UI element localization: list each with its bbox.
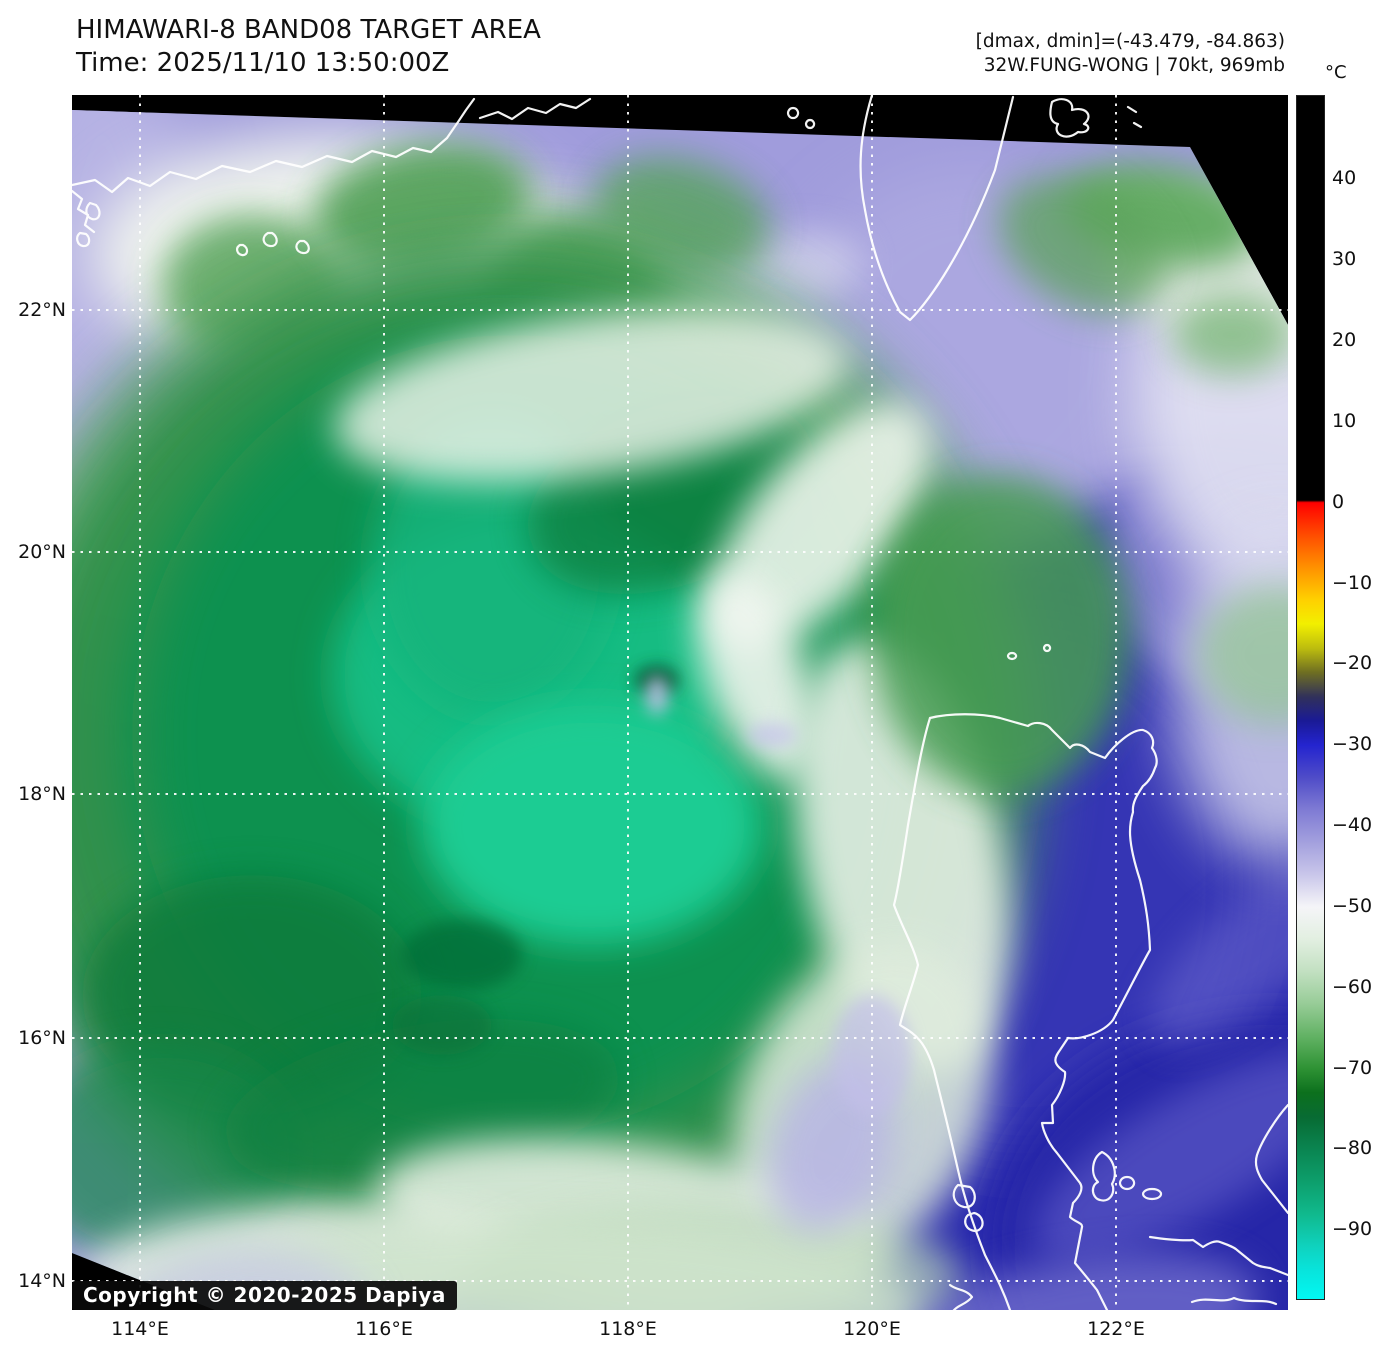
colorbar-unit-label: °C — [1325, 62, 1347, 83]
lat-label-20N: 20°N — [18, 541, 66, 563]
colorbar-tick-10: 10 — [1332, 409, 1357, 432]
colorbar-tick--40: −40 — [1332, 814, 1373, 837]
figure-title: HIMAWARI-8 BAND08 TARGET AREA Time: 2025/… — [76, 14, 541, 80]
lat-label-18N: 18°N — [18, 783, 66, 805]
colorbar-tick-0: 0 — [1332, 490, 1345, 513]
se-luzon-coastline — [1148, 1235, 1288, 1277]
copyright-badge: Copyright © 2020-2025 Dapiya — [72, 1281, 457, 1310]
small-islands-east — [1118, 1175, 1163, 1201]
colorbar-tick--20: −20 — [1332, 652, 1373, 675]
lat-label-14N: 14°N — [18, 1270, 66, 1292]
babuyan-islands — [1006, 643, 1052, 661]
dmax-dmin-readout: [dmax, dmin]=(-43.479, -84.863) — [975, 31, 1285, 52]
colorbar-tick--70: −70 — [1332, 1056, 1373, 1079]
colorbar-gradient — [1297, 96, 1324, 1299]
zambales-islets — [952, 1183, 984, 1233]
luzon-north-east-coastline — [928, 713, 1158, 1310]
graticule — [72, 95, 1288, 1310]
catanduanes-coast — [1254, 1103, 1288, 1215]
colorbar-tick-30: 30 — [1332, 248, 1357, 271]
storm-id-intensity: 32W.FUNG-WONG | 70kt, 969mb — [983, 55, 1285, 76]
storm-metadata: [dmax, dmin]=(-43.479, -84.863) 32W.FUNG-… — [976, 30, 1285, 78]
colorbar-tick--30: −30 — [1332, 733, 1373, 756]
china-coastline-ne — [478, 97, 592, 121]
lat-label-22N: 22°N — [18, 299, 66, 321]
colorbar-tick--80: −80 — [1332, 1137, 1373, 1160]
polillo-island — [1091, 1150, 1116, 1202]
penghu-islands — [786, 106, 816, 130]
colorbar-tick--90: −90 — [1332, 1218, 1373, 1241]
lon-label-118E: 118°E — [599, 1318, 657, 1340]
ne-taiwan-islets — [1049, 98, 1143, 138]
lon-label-120E: 120°E — [843, 1318, 901, 1340]
luzon-west-coastline — [892, 716, 1012, 1310]
china-coastline — [72, 97, 476, 194]
colorbar-tick--60: −60 — [1332, 975, 1373, 998]
manila-bay-coast — [948, 1283, 974, 1310]
lon-label-116E: 116°E — [355, 1318, 413, 1340]
temperature-colorbar — [1296, 95, 1325, 1300]
brightness-temperature-field — [72, 110, 1288, 1310]
hongkong-islands — [236, 231, 310, 257]
taiwan-coastline — [859, 95, 1015, 322]
lon-label-114E: 114°E — [111, 1318, 169, 1340]
colorbar-tick-40: 40 — [1332, 167, 1357, 190]
title-line1: HIMAWARI-8 BAND08 TARGET AREA — [76, 15, 541, 45]
lon-label-122E: 122°E — [1087, 1318, 1145, 1340]
colorbar-tick--50: −50 — [1332, 894, 1373, 917]
title-line2: Time: 2025/11/10 13:50:00Z — [76, 48, 450, 78]
coastlines — [72, 95, 1288, 1310]
colorbar-tick--10: −10 — [1332, 571, 1373, 594]
pearl-delta-islands — [72, 189, 101, 248]
satellite-imagery — [72, 95, 1288, 1310]
bicol-coast-fragment — [1190, 1296, 1278, 1306]
satellite-map — [72, 95, 1288, 1310]
colorbar-tick-20: 20 — [1332, 328, 1357, 351]
lat-label-16N: 16°N — [18, 1027, 66, 1049]
